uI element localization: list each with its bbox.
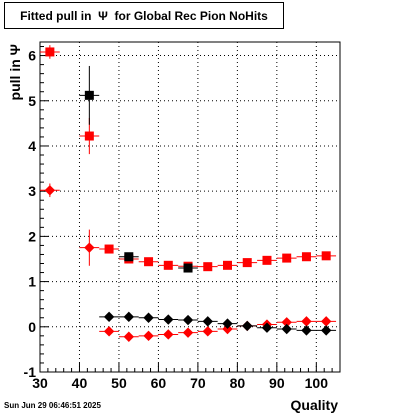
diamond-marker [222, 323, 233, 335]
data-point [138, 330, 159, 342]
x-tick-label: 90 [269, 375, 285, 391]
data-point [237, 320, 258, 332]
data-point [178, 263, 198, 273]
y-tick-label: 3 [28, 183, 36, 199]
square-marker [242, 258, 252, 268]
x-tick-label: 60 [151, 375, 167, 391]
data-point [257, 255, 277, 265]
data-point [158, 260, 179, 270]
data-point [99, 326, 119, 337]
x-tick-label: 50 [111, 375, 127, 391]
data-point [296, 325, 317, 336]
diamond-marker [44, 185, 56, 196]
data-point [99, 244, 119, 254]
square-marker [144, 257, 154, 267]
diamond-marker [143, 312, 154, 323]
diamond-marker [163, 314, 174, 325]
chart-title: Fitted pull in Ψ for Global Rec Pion NoH… [20, 9, 268, 23]
square-marker [45, 47, 55, 57]
data-point [158, 329, 179, 340]
diamond-marker [182, 314, 194, 326]
square-marker [124, 252, 134, 262]
square-marker [321, 251, 331, 261]
diamond-marker [202, 326, 213, 337]
diamond-marker [281, 323, 292, 335]
diamond-marker [202, 316, 213, 327]
data-point [276, 317, 297, 328]
x-tick-label: 100 [305, 375, 329, 391]
data-point [118, 252, 139, 262]
data-point [79, 65, 100, 125]
data-point [217, 318, 238, 329]
data-point [158, 314, 179, 325]
square-marker [183, 263, 193, 273]
data-point [316, 251, 337, 261]
y-tick-label: 5 [28, 93, 36, 109]
diamond-marker [182, 327, 194, 338]
data-point [178, 314, 198, 326]
data-point [257, 322, 277, 333]
square-marker [301, 252, 311, 262]
square-marker [262, 255, 272, 265]
y-tick-label: -1 [24, 364, 37, 380]
data-point [79, 229, 100, 266]
diamond-marker [281, 317, 292, 328]
y-tick-label: 4 [28, 138, 36, 154]
x-tick-label: 80 [230, 375, 246, 391]
diamond-marker [143, 330, 154, 342]
data-point [316, 325, 337, 336]
data-point [276, 323, 297, 335]
diamond-marker [301, 316, 312, 327]
y-tick-label: 6 [28, 48, 36, 64]
data-point [316, 316, 337, 327]
timestamp-label: Sun Jun 29 06:46:51 2025 [4, 401, 101, 410]
diamond-marker [163, 329, 174, 340]
square-marker [203, 262, 213, 272]
square-marker [84, 90, 94, 100]
x-tick-label: 40 [72, 375, 88, 391]
square-marker [163, 260, 173, 270]
data-point [138, 257, 159, 267]
data-point [99, 311, 119, 323]
data-point [197, 262, 218, 272]
y-tick-label: 2 [28, 228, 36, 244]
x-tick-label: 30 [32, 375, 48, 391]
data-point [217, 260, 238, 270]
y-tick-label: 0 [28, 319, 36, 335]
diamond-marker [84, 242, 95, 253]
x-axis-label: Quality [291, 397, 339, 413]
y-tick-label: 1 [28, 274, 36, 290]
square-marker [223, 260, 232, 270]
data-point [40, 183, 60, 198]
diamond-marker [242, 320, 253, 332]
data-point [118, 311, 139, 323]
diamond-marker [320, 325, 332, 336]
diamond-marker [123, 311, 135, 323]
data-point [237, 258, 258, 268]
data-point [296, 252, 317, 262]
y-axis-label: pull in Ψ [7, 44, 23, 100]
data-point [197, 326, 218, 337]
square-marker [84, 131, 94, 141]
diamond-marker [301, 325, 312, 336]
data-point [276, 253, 297, 263]
data-point [118, 331, 139, 342]
diamond-marker [103, 311, 115, 323]
square-marker [282, 253, 292, 263]
x-tick-label: 70 [190, 375, 206, 391]
diamond-marker [123, 331, 135, 342]
diamond-marker [261, 322, 273, 333]
chart-title-box: Fitted pull in Ψ for Global Rec Pion NoH… [4, 2, 284, 29]
data-point [138, 312, 159, 323]
data-point [197, 316, 218, 327]
data-point [296, 316, 317, 327]
data-point [178, 327, 198, 338]
diamond-marker [222, 318, 233, 329]
square-marker [104, 244, 114, 254]
diamond-marker [103, 326, 115, 337]
diamond-marker [320, 316, 332, 327]
data-point [40, 45, 60, 59]
